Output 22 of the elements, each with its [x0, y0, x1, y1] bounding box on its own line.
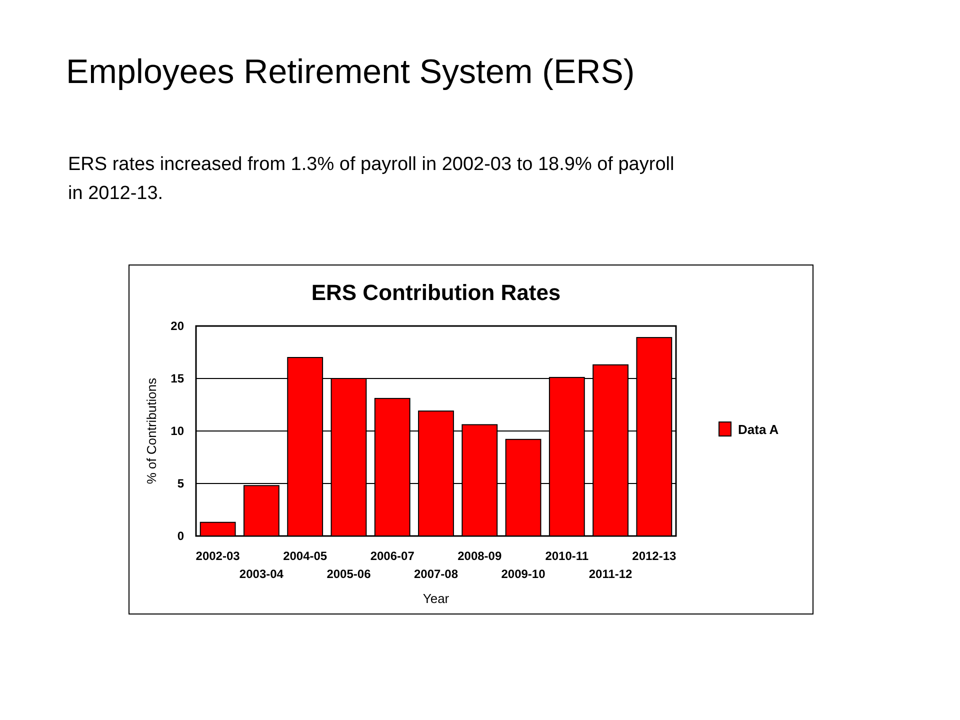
x-tick-label: 2012-13	[632, 549, 677, 563]
y-tick-label: 5	[177, 476, 184, 490]
text: Employees Retirement System (ERS)	[66, 53, 635, 91]
y-tick-label: 15	[170, 372, 184, 386]
x-axis-title: Year	[422, 591, 450, 606]
chart-title: ERS Contribution Rates	[311, 280, 561, 305]
x-tick-label: 2002-03	[196, 549, 240, 563]
x-tick-label: 2003-04	[239, 567, 284, 581]
x-tick-label: 2010-11	[545, 549, 589, 563]
x-tick-label: 2005-06	[326, 567, 372, 581]
y-tick-label: 0	[177, 529, 184, 543]
x-tick-label: 2011-12	[588, 567, 633, 581]
x-tick-label: 2004-05	[283, 549, 328, 563]
x-tick-label: 2008-09	[458, 549, 502, 563]
y-axis-title: % of Contributions	[144, 377, 159, 484]
x-tick-label: 2009-10	[501, 567, 546, 581]
legend-label: Data A	[738, 422, 780, 437]
y-tick-label: 20	[170, 319, 184, 333]
x-tick-label: 2007-08	[414, 567, 458, 581]
x-tick-label: 2006-07	[370, 549, 415, 563]
y-tick-label: 10	[170, 424, 184, 438]
text: ERS rates increased from 1.3% of payroll in 2002-03 to 18.9% of payroll in 2012-13.	[68, 154, 674, 204]
